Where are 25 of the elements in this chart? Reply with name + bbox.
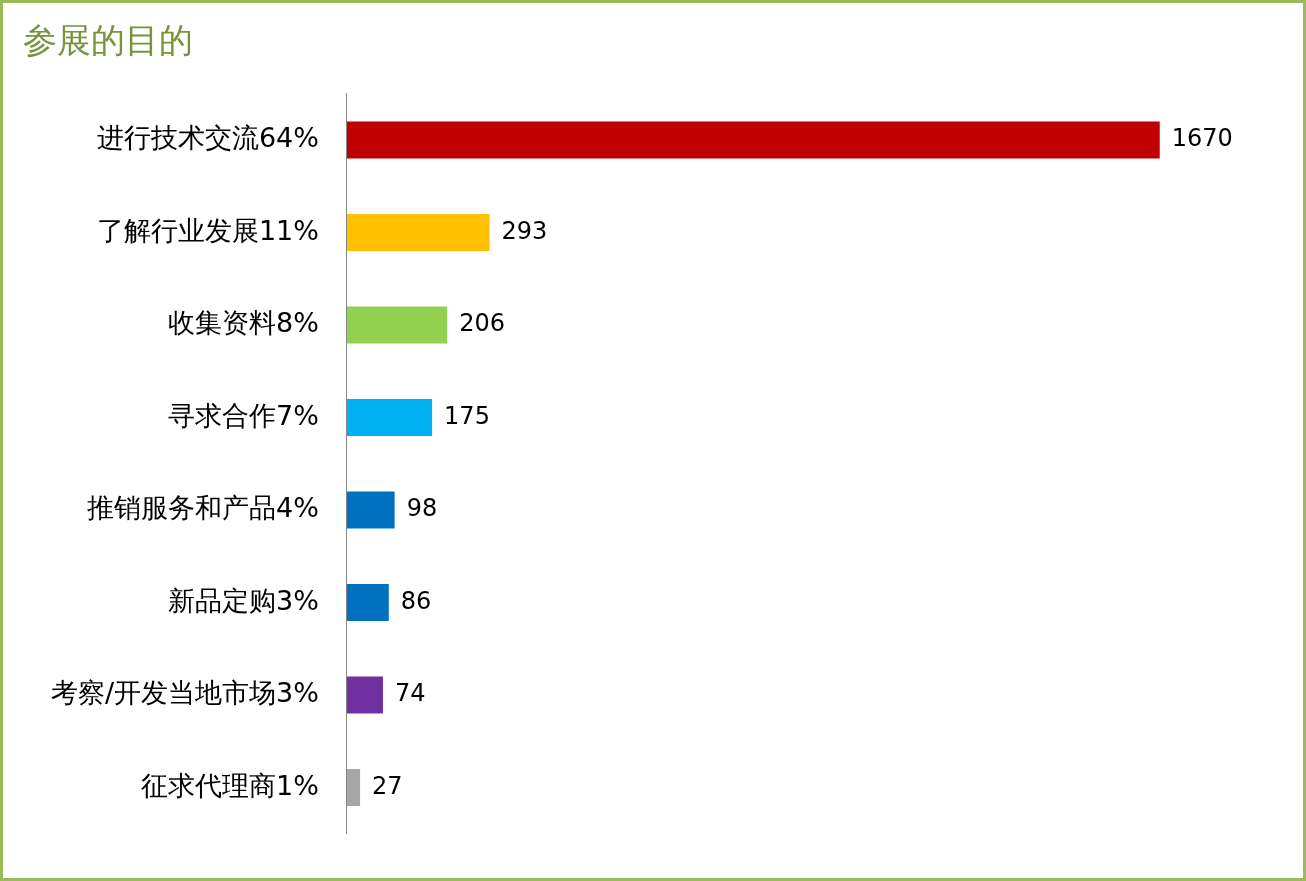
bar	[346, 491, 395, 529]
y-tick-label: 推销服务和产品4%	[87, 492, 319, 524]
y-tick-label: 收集资料8%	[168, 307, 319, 339]
chart-title: 参展的目的	[23, 20, 193, 61]
data-label: 98	[406, 494, 438, 523]
y-tick-label: 新品定购3%	[168, 584, 319, 616]
data-label: 86	[400, 586, 432, 615]
y-tick-label: 征求代理商1%	[141, 769, 319, 801]
data-label: 293	[501, 216, 548, 245]
bar	[346, 214, 490, 252]
bar	[346, 399, 433, 437]
data-label: 1670	[1171, 124, 1233, 153]
bar	[346, 769, 361, 807]
bar	[346, 584, 389, 622]
y-tick-label: 进行技术交流64%	[96, 122, 319, 154]
bar	[346, 676, 383, 714]
y-tick-label: 了解行业发展11%	[96, 214, 319, 246]
bar	[346, 306, 448, 344]
data-label: 74	[394, 679, 426, 708]
data-label: 27	[372, 771, 403, 800]
data-label: 206	[459, 309, 505, 338]
data-label: 175	[444, 401, 490, 430]
y-tick-label: 寻求合作7%	[168, 399, 319, 431]
y-tick-label: 考察/开发当地市场3%	[50, 677, 319, 709]
bar	[346, 121, 1160, 159]
